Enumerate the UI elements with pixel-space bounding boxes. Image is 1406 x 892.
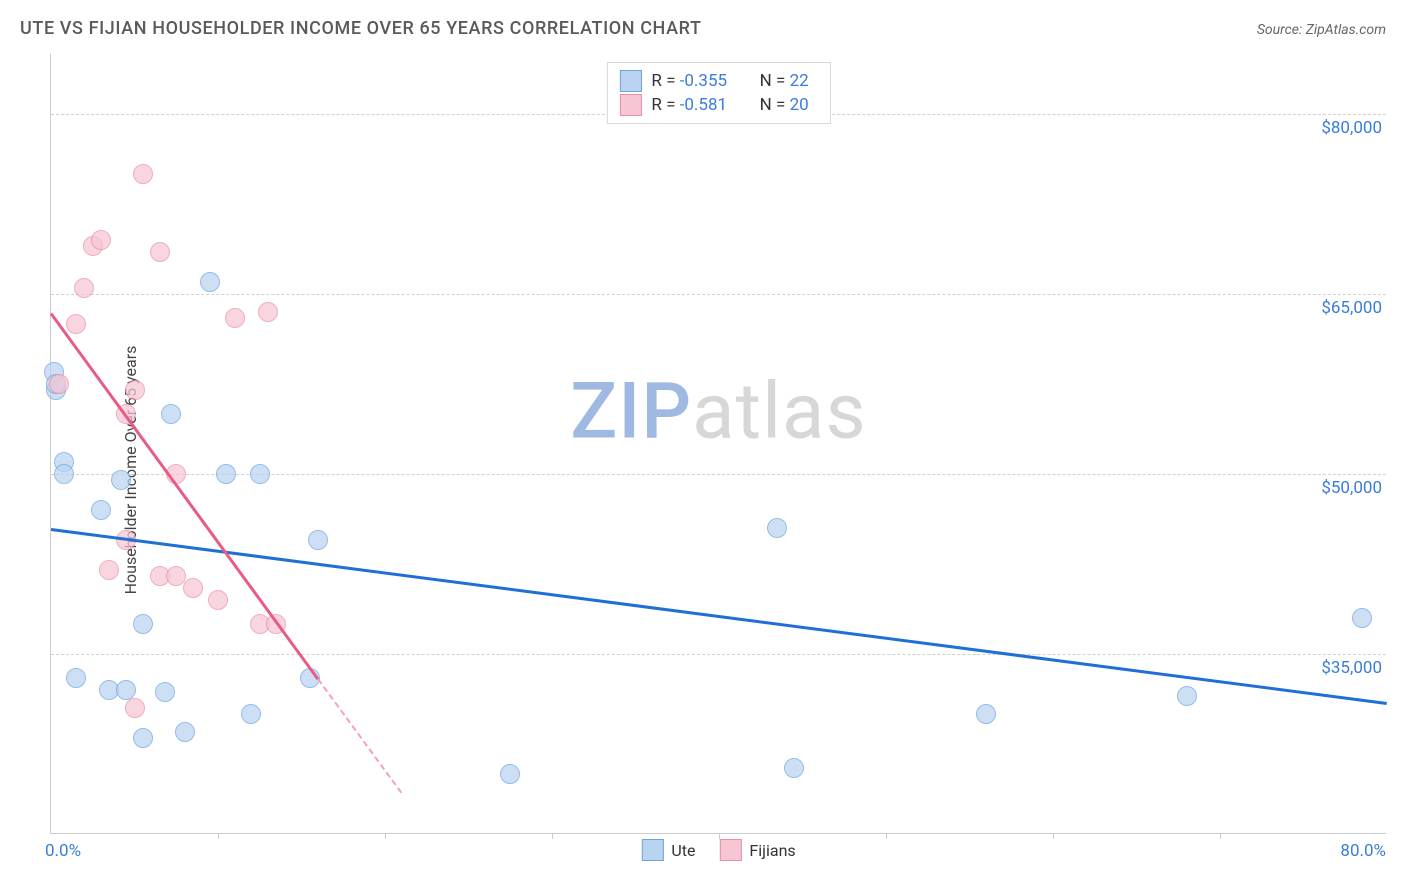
data-point: [99, 560, 119, 580]
data-point: [241, 704, 261, 724]
y-tick-label: $80,000: [1321, 118, 1388, 138]
y-tick-label: $65,000: [1321, 298, 1388, 318]
data-point: [784, 758, 804, 778]
x-tick: [1053, 833, 1054, 839]
data-point: [258, 302, 278, 322]
data-point: [308, 530, 328, 550]
data-point: [161, 404, 181, 424]
x-tick: [385, 833, 386, 839]
legend-row-ute: R = -0.355 N = 22: [619, 69, 817, 93]
x-tick: [719, 833, 720, 839]
data-point: [183, 578, 203, 598]
data-point: [1352, 608, 1372, 628]
data-point: [49, 374, 69, 394]
x-axis-min-label: 0.0%: [45, 841, 81, 861]
swatch-fijians: [719, 839, 741, 861]
data-point: [125, 698, 145, 718]
x-tick: [552, 833, 553, 839]
gridline: [51, 294, 1386, 295]
trend-line: [50, 313, 320, 681]
data-point: [66, 314, 86, 334]
data-point: [225, 308, 245, 328]
scatter-plot: ZIPatlas R = -0.355 N = 22 R = -0.581 N …: [50, 54, 1386, 834]
data-point: [133, 728, 153, 748]
y-tick-label: $50,000: [1321, 478, 1388, 498]
legend-item-fijians: Fijians: [719, 839, 795, 861]
x-tick: [886, 833, 887, 839]
gridline: [51, 654, 1386, 655]
x-axis-max-label: 80.0%: [1340, 841, 1386, 861]
swatch-fijians: [619, 94, 641, 116]
chart-title: UTE VS FIJIAN HOUSEHOLDER INCOME OVER 65…: [20, 18, 702, 39]
swatch-ute: [641, 839, 663, 861]
data-point: [150, 242, 170, 262]
data-point: [500, 764, 520, 784]
data-point: [133, 164, 153, 184]
y-tick-label: $35,000: [1321, 658, 1388, 678]
x-tick: [218, 833, 219, 839]
data-point: [216, 464, 236, 484]
data-point: [200, 272, 220, 292]
data-point: [175, 722, 195, 742]
data-point: [91, 500, 111, 520]
legend-row-fijians: R = -0.581 N = 20: [619, 93, 817, 117]
data-point: [111, 470, 131, 490]
data-point: [976, 704, 996, 724]
data-point: [1177, 686, 1197, 706]
data-point: [208, 590, 228, 610]
data-point: [155, 682, 175, 702]
data-point: [250, 464, 270, 484]
series-legend: Ute Fijians: [641, 839, 795, 861]
data-point: [116, 680, 136, 700]
trend-line: [317, 678, 402, 793]
legend-item-ute: Ute: [641, 839, 695, 861]
data-point: [91, 230, 111, 250]
source-credit: Source: ZipAtlas.com: [1257, 22, 1386, 38]
data-point: [125, 380, 145, 400]
data-point: [74, 278, 94, 298]
data-point: [54, 464, 74, 484]
x-tick: [1220, 833, 1221, 839]
watermark: ZIPatlas: [570, 367, 867, 458]
data-point: [66, 668, 86, 688]
data-point: [767, 518, 787, 538]
data-point: [133, 614, 153, 634]
swatch-ute: [619, 70, 641, 92]
correlation-legend: R = -0.355 N = 22 R = -0.581 N = 20: [606, 62, 830, 124]
